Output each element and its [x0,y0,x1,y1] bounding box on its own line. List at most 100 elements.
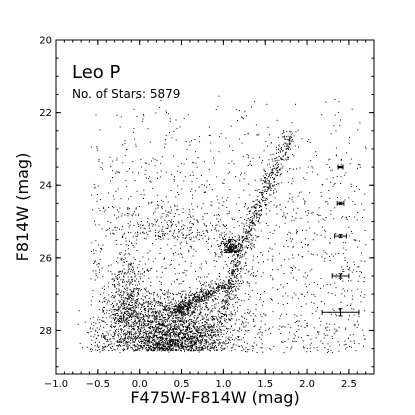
star-point [236,246,238,248]
star-point [124,272,125,274]
star-point [123,321,125,323]
star-point [255,214,257,215]
star-point [153,335,155,337]
star-point [142,319,144,321]
star-point [185,348,187,350]
star-point [216,350,218,351]
star-point [117,334,119,336]
star-point [236,265,238,267]
star-point [210,294,212,296]
star-point [116,209,118,211]
star-point [262,200,264,201]
star-point [170,336,172,337]
star-point [197,309,198,311]
star-point [158,333,160,335]
star-point [201,346,203,348]
star-point [208,299,209,301]
star-point [239,283,241,285]
star-point [156,343,157,345]
star-point [208,343,210,345]
star-point [110,233,112,235]
star-point [189,299,191,300]
star-point [193,341,195,342]
star-point [220,243,222,245]
star-point [248,224,250,226]
star-point [103,335,105,336]
star-point [143,114,145,115]
star-point [171,311,173,313]
star-point [110,321,112,323]
star-point [141,311,143,312]
star-point [183,345,184,347]
star-point [120,329,122,330]
star-point [220,287,222,289]
star-point [212,343,214,345]
star-point [262,180,264,182]
star-point [134,259,136,261]
star-point [285,151,287,153]
star-point [183,337,185,339]
star-point [161,228,163,230]
star-point [164,146,166,148]
star-point [211,309,213,311]
star-point [196,346,198,348]
star-point [132,341,134,343]
star-point [114,295,116,297]
star-point [220,329,222,331]
star-point [231,240,233,242]
star-point [114,322,116,324]
star-point [199,340,201,342]
star-point [240,256,242,258]
star-point [116,288,118,290]
star-point [206,336,208,338]
star-point [130,332,132,334]
star-point [111,350,113,351]
star-point [193,248,195,250]
star-point [259,218,261,220]
star-point [228,338,230,340]
star-point [364,294,366,296]
star-point [181,226,182,228]
star-point [167,334,168,336]
star-point [125,334,127,336]
star-point [163,334,165,336]
star-point [165,135,167,137]
star-point [147,344,148,346]
star-point [167,308,169,310]
star-point [120,319,122,320]
star-point [101,162,103,164]
star-point [276,170,278,172]
star-point [183,326,184,328]
star-point [294,314,296,316]
star-point [246,343,248,345]
star-point [167,338,169,340]
star-point [232,249,234,251]
star-point [173,305,175,307]
star-point [205,343,207,345]
star-point [152,335,154,337]
star-point [289,143,291,145]
star-point [118,216,120,218]
star-point [171,317,173,319]
star-point [198,347,200,349]
star-point [234,323,236,325]
star-point [266,178,268,180]
star-point [120,279,122,281]
star-point [328,159,330,161]
star-point [207,346,209,348]
star-point [142,306,144,308]
star-point [156,343,158,345]
star-point [268,180,270,182]
star-point [129,336,131,338]
star-point [139,332,141,334]
star-point [119,318,121,320]
star-point [197,297,199,299]
star-point [137,328,139,330]
star-point [211,325,213,327]
star-point [97,350,98,351]
star-point [268,194,270,196]
star-point [150,323,152,325]
star-point [147,336,149,338]
star-point [364,260,366,262]
star-point [105,230,107,232]
